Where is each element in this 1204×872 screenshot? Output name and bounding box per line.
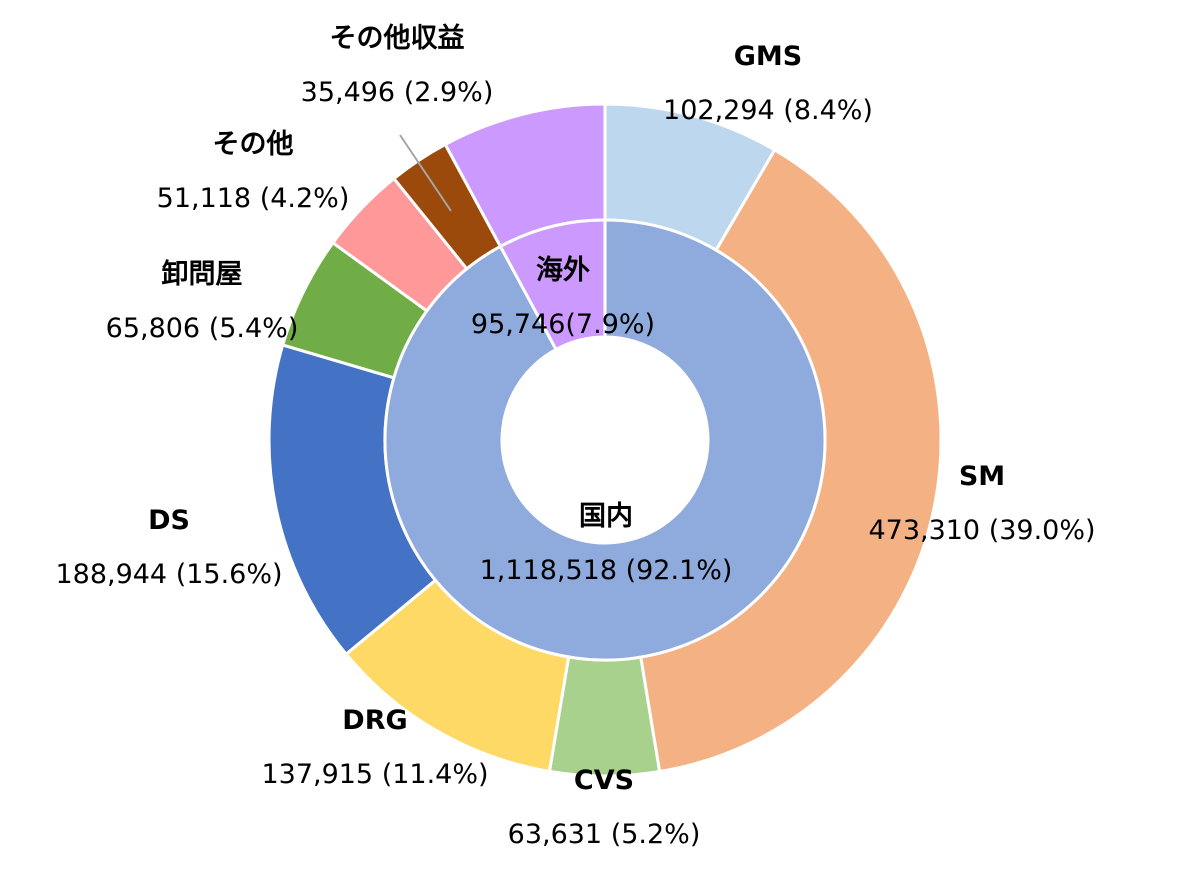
inner-ring <box>383 218 827 662</box>
label-ds: DS 188,944 (15.6%) <box>55 505 283 590</box>
inner-segment <box>498 218 607 352</box>
outer-ring <box>267 102 943 778</box>
label-domestic: 国内 1,118,518 (92.1%) <box>479 501 733 586</box>
label-gms: GMS 102,294 (8.4%) <box>663 41 873 126</box>
label-other: その他 51,118 (4.2%) <box>156 129 350 214</box>
label-sm: SM 473,310 (39.0%) <box>868 461 1096 546</box>
label-other-revenue: その他収益 35,496 (2.9%) <box>300 23 494 108</box>
label-overseas: 海外 95,746(7.9%) <box>470 255 656 340</box>
label-oroshi: 卸問屋 65,806 (5.4%) <box>105 259 299 344</box>
label-cvs: CVS 63,631 (5.2%) <box>507 765 701 850</box>
inner-segment <box>383 218 827 662</box>
label-drg: DRG 137,915 (11.4%) <box>261 705 489 790</box>
leader-line <box>399 134 452 212</box>
